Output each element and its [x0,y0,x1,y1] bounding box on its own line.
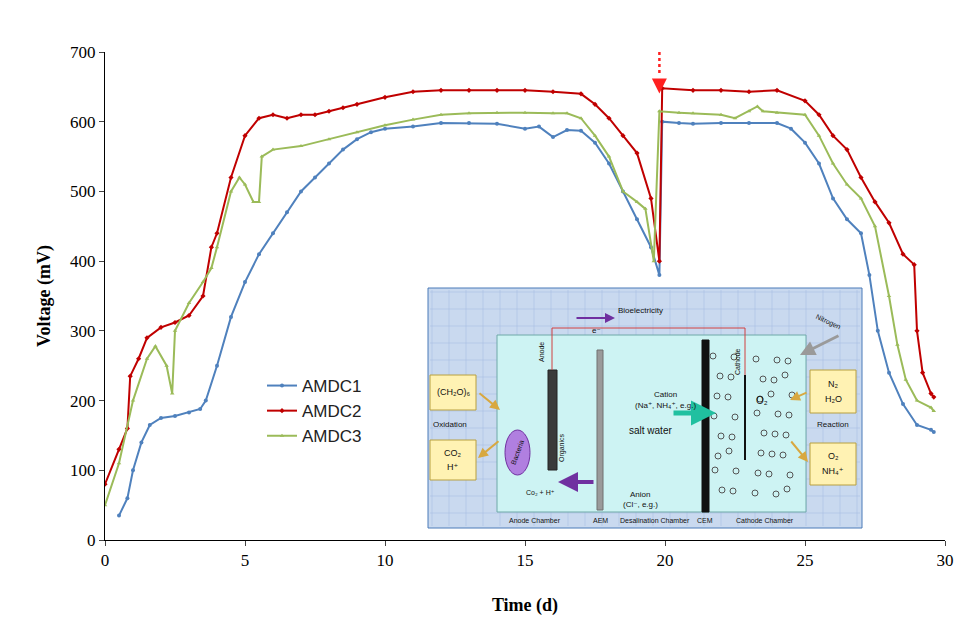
svg-text:200: 200 [70,392,96,411]
svg-text:CO₂: CO₂ [444,448,462,458]
svg-text:(Cl⁻, e.g.): (Cl⁻, e.g.) [623,500,658,509]
svg-text:O₂: O₂ [756,395,768,406]
svg-text:30: 30 [937,551,954,570]
svg-text:Desalination Chamber: Desalination Chamber [620,517,690,524]
svg-text:Bioelectricity: Bioelectricity [618,306,663,315]
svg-text:salt water: salt water [629,425,672,436]
svg-text:500: 500 [70,182,96,201]
svg-text:N₂: N₂ [828,379,838,389]
svg-text:15: 15 [517,551,534,570]
svg-text:(Na⁺, NH₄⁺, e.g.): (Na⁺, NH₄⁺, e.g.) [635,401,696,410]
svg-text:100: 100 [70,461,96,480]
svg-text:Reaction: Reaction [817,420,849,429]
svg-text:0: 0 [101,551,110,570]
svg-text:AMDC2: AMDC2 [302,402,362,421]
svg-text:NH₄⁺: NH₄⁺ [822,466,844,476]
svg-text:400: 400 [70,252,96,271]
svg-text:700: 700 [70,43,96,62]
svg-text:600: 600 [70,113,96,132]
svg-text:H⁺: H⁺ [447,462,458,472]
svg-text:10: 10 [377,551,394,570]
svg-text:AEM: AEM [593,517,608,524]
svg-text:Cathode: Cathode [734,348,741,375]
svg-text:25: 25 [797,551,814,570]
svg-text:Anode: Anode [538,342,545,362]
svg-text:Cathode Chamber: Cathode Chamber [736,517,794,524]
svg-text:O₂: O₂ [828,451,839,461]
svg-text:Bacteria: Bacteria [510,439,525,466]
svg-text:5: 5 [241,551,250,570]
svg-text:Anion: Anion [630,490,650,499]
svg-text:H₂O: H₂O [825,394,842,404]
svg-text:Voltage (mV): Voltage (mV) [34,245,55,347]
svg-text:Organics: Organics [558,433,566,462]
svg-text:Anode Chamber: Anode Chamber [509,517,561,524]
svg-text:Oxidation: Oxidation [433,420,467,429]
svg-text:Co₂ + H⁺: Co₂ + H⁺ [526,489,555,496]
svg-text:AMDC1: AMDC1 [302,377,362,396]
svg-text:0: 0 [87,531,96,550]
svg-text:Time (d): Time (d) [492,595,558,616]
svg-text:e⁻: e⁻ [592,326,601,335]
svg-text:CEM: CEM [697,517,713,524]
svg-text:AMDC3: AMDC3 [302,427,362,446]
svg-text:300: 300 [70,322,96,341]
svg-text:20: 20 [657,551,674,570]
svg-text:(CH₂O)₆: (CH₂O)₆ [437,387,470,397]
svg-text:Cation: Cation [654,390,677,399]
svg-text:Nitrogen: Nitrogen [815,313,842,331]
